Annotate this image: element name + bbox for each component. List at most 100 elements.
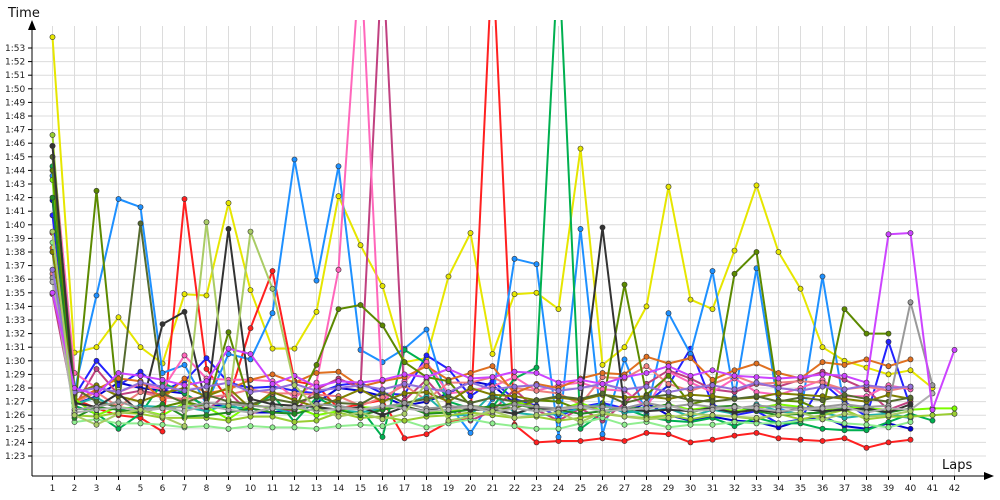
data-point	[578, 411, 583, 416]
data-point	[776, 399, 781, 404]
data-point	[226, 226, 231, 231]
data-point	[534, 426, 539, 431]
data-point	[182, 292, 187, 297]
data-point	[94, 293, 99, 298]
data-point	[402, 391, 407, 396]
data-point	[930, 418, 935, 423]
data-point	[886, 406, 891, 411]
x-tick-label: 18	[421, 484, 433, 494]
data-point	[534, 398, 539, 403]
data-point	[864, 380, 869, 385]
data-point	[314, 394, 319, 399]
data-point	[578, 226, 583, 231]
x-tick-label: 7	[182, 484, 188, 494]
data-point	[754, 394, 759, 399]
data-point	[116, 411, 121, 416]
data-point	[424, 364, 429, 369]
data-point	[908, 426, 913, 431]
data-point	[116, 370, 121, 375]
data-point	[468, 414, 473, 419]
data-point	[710, 413, 715, 418]
data-point	[842, 307, 847, 312]
data-point	[842, 428, 847, 433]
data-point	[94, 414, 99, 419]
data-point	[622, 282, 627, 287]
data-point	[424, 409, 429, 414]
data-point	[886, 331, 891, 336]
data-point	[490, 387, 495, 392]
x-tick-label: 15	[355, 484, 366, 494]
data-point	[842, 411, 847, 416]
data-point	[94, 188, 99, 193]
data-point	[820, 384, 825, 389]
data-point	[116, 399, 121, 404]
data-point	[600, 391, 605, 396]
data-point	[908, 300, 913, 305]
data-point	[732, 373, 737, 378]
data-point	[204, 413, 209, 418]
data-point	[182, 376, 187, 381]
data-point	[160, 414, 165, 419]
data-point	[380, 283, 385, 288]
data-point	[446, 274, 451, 279]
data-point	[644, 354, 649, 359]
data-point	[116, 390, 121, 395]
data-point	[468, 385, 473, 390]
x-tick-label: 34	[773, 484, 785, 494]
data-point	[226, 403, 231, 408]
data-point	[578, 426, 583, 431]
y-tick-label: 1:51	[5, 71, 25, 81]
x-tick-label: 27	[619, 484, 630, 494]
data-point	[468, 404, 473, 409]
data-point	[754, 380, 759, 385]
series-group	[50, 267, 913, 395]
data-point	[270, 425, 275, 430]
data-point	[688, 380, 693, 385]
data-point	[94, 366, 99, 371]
data-point	[864, 428, 869, 433]
y-tick-label: 1:41	[5, 207, 25, 217]
x-tick-label: 8	[204, 484, 210, 494]
data-point	[666, 425, 671, 430]
data-point	[358, 302, 363, 307]
data-point	[688, 373, 693, 378]
x-tick-label: 41	[927, 484, 938, 494]
x-tick-label: 29	[663, 484, 675, 494]
data-point	[358, 410, 363, 415]
data-point	[204, 403, 209, 408]
data-point	[952, 411, 957, 416]
data-point	[292, 404, 297, 409]
data-point	[732, 404, 737, 409]
data-point	[116, 426, 121, 431]
data-point	[908, 437, 913, 442]
data-point	[72, 385, 77, 390]
data-point	[512, 406, 517, 411]
data-point	[490, 421, 495, 426]
data-point	[50, 143, 55, 148]
y-tick-label: 1:28	[5, 384, 25, 394]
x-tick-label: 9	[226, 484, 232, 494]
data-point	[336, 194, 341, 199]
data-point	[402, 436, 407, 441]
data-point	[50, 290, 55, 295]
data-point	[644, 384, 649, 389]
data-point	[512, 369, 517, 374]
x-tick-label: 33	[751, 484, 762, 494]
data-point	[622, 375, 627, 380]
data-point	[864, 422, 869, 427]
x-tick-label: 6	[160, 484, 166, 494]
data-point	[248, 403, 253, 408]
data-point	[424, 327, 429, 332]
x-tick-label: 24	[553, 484, 565, 494]
x-tick-label: 5	[138, 484, 144, 494]
data-point	[182, 353, 187, 358]
data-point	[842, 387, 847, 392]
data-point	[160, 396, 165, 401]
data-point	[424, 425, 429, 430]
data-point	[886, 413, 891, 418]
data-point	[446, 366, 451, 371]
data-point	[270, 372, 275, 377]
y-tick-label: 1:27	[5, 398, 25, 408]
data-point	[292, 425, 297, 430]
